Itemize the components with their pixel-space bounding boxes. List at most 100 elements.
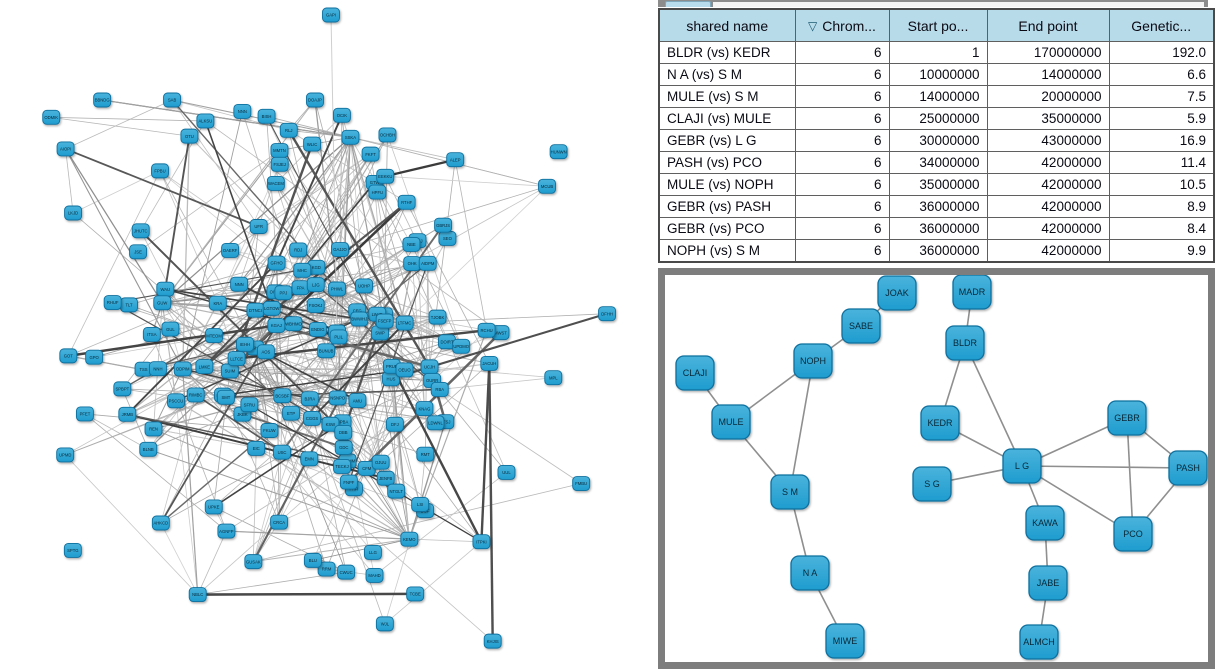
network-node[interactable]: AOS	[256, 344, 275, 360]
network-node[interactable]: JACUH	[480, 355, 499, 371]
table-cell[interactable]: 1	[888, 41, 988, 64]
table-cell[interactable]: 42000000	[986, 151, 1110, 174]
table-cell[interactable]: 14000000	[986, 63, 1110, 86]
table-cell[interactable]: 42000000	[986, 195, 1110, 218]
network-node[interactable]: DBB	[334, 424, 353, 440]
table-cell[interactable]: 8.4	[1108, 217, 1215, 240]
network-node[interactable]: GUW	[153, 295, 172, 311]
network-node[interactable]: BISH	[257, 108, 276, 124]
filter-funnel-icon[interactable]: ▽	[808, 18, 818, 33]
network-node[interactable]: KRA	[208, 295, 227, 311]
network-node[interactable]: RCHU	[477, 322, 496, 338]
table-cell[interactable]: 170000000	[986, 41, 1110, 64]
network-node[interactable]: REN	[144, 421, 163, 437]
network-node[interactable]: OCHBH	[378, 127, 397, 143]
table-cell[interactable]: 16.9	[1108, 129, 1215, 152]
network-node[interactable]: NOPH	[793, 343, 833, 379]
network-node[interactable]: BLNB	[139, 441, 158, 457]
table-cell[interactable]: 42000000	[986, 239, 1110, 263]
network-node[interactable]: SSKA	[341, 129, 360, 145]
network-node[interactable]: AMU	[348, 393, 367, 409]
network-node[interactable]: LKJD	[64, 205, 83, 221]
table-cell[interactable]: 5.9	[1108, 107, 1215, 130]
table-cell[interactable]: 6	[794, 195, 890, 218]
network-node[interactable]: JSE	[129, 244, 148, 260]
network-node[interactable]: SUIM	[220, 363, 239, 379]
network-node[interactable]: FSEFP	[375, 313, 394, 329]
network-node[interactable]: JHUTC	[131, 223, 150, 239]
network-node[interactable]: SAB	[163, 92, 182, 108]
table-row[interactable]: GEBR (vs) PCO 6 36000000 42000000 8.4	[658, 217, 1215, 240]
network-node[interactable]: OCIK	[332, 107, 351, 123]
network-node[interactable]: JRMB	[118, 406, 137, 422]
network-node[interactable]: S M	[770, 474, 810, 510]
network-node[interactable]: BCSBF	[273, 388, 292, 404]
network-node[interactable]: MTEOM	[205, 328, 223, 344]
table-cell[interactable]: 6	[794, 63, 890, 86]
network-node[interactable]: GDC	[334, 440, 353, 455]
network-node[interactable]: KEMO	[400, 531, 419, 547]
network-node[interactable]: FSJEJ	[270, 156, 289, 172]
network-node[interactable]: OAERF	[221, 242, 240, 258]
network-node[interactable]: NSNPO	[328, 390, 347, 406]
table-cell[interactable]: MULE (vs) NOPH	[658, 173, 796, 196]
network-node[interactable]: NNH	[148, 361, 167, 377]
network-node[interactable]: ENDIG	[308, 321, 327, 337]
network-node[interactable]: PLIL	[329, 329, 348, 345]
network-node[interactable]: NNN	[233, 103, 252, 119]
table-cell[interactable]: 6.6	[1108, 63, 1215, 86]
network-node[interactable]: UPMD	[56, 447, 75, 463]
table-cell[interactable]: CLAJI (vs) MULE	[658, 107, 796, 130]
network-node[interactable]: GPO	[85, 349, 104, 365]
network-node[interactable]: AIDPM	[418, 255, 437, 271]
network-node[interactable]: SPBPT	[113, 381, 132, 397]
network-node[interactable]: BLU	[303, 552, 322, 568]
table-cell[interactable]: 34000000	[888, 151, 988, 174]
network-node[interactable]: NBLC	[188, 587, 207, 602]
network-node[interactable]: RDJ	[289, 242, 308, 258]
network-node[interactable]: GFHO	[267, 255, 286, 271]
network-node[interactable]: BLDR	[945, 325, 985, 361]
column-header[interactable]: shared name	[658, 8, 796, 42]
table-cell[interactable]: 6	[794, 173, 890, 196]
network-node[interactable]: HPFU	[368, 184, 387, 200]
network-node[interactable]: MADR	[952, 275, 992, 310]
network-node[interactable]: CWUC	[337, 564, 356, 580]
network-node[interactable]: CGGS	[303, 411, 322, 426]
table-row[interactable]: NOPH (vs) S M 6 36000000 42000000 9.9	[658, 239, 1215, 263]
table-row[interactable]: N A (vs) S M 6 10000000 14000000 6.6	[658, 63, 1215, 86]
network-node[interactable]: UOHP	[355, 278, 373, 294]
table-cell[interactable]: 43000000	[986, 129, 1110, 152]
network-node[interactable]: SABE	[841, 308, 881, 344]
network-node[interactable]: SPTG	[63, 542, 82, 558]
network-node[interactable]: WJL	[375, 616, 394, 632]
network-node[interactable]: USC	[273, 444, 291, 460]
network-node[interactable]: FKUW	[260, 423, 279, 438]
network-node[interactable]: GBRJS	[434, 217, 453, 233]
table-row[interactable]: MULE (vs) S M 6 14000000 20000000 7.5	[658, 85, 1215, 108]
network-node[interactable]: RHUF	[103, 295, 122, 310]
network-node[interactable]: FSOKJ	[306, 298, 325, 313]
table-cell[interactable]: 11.4	[1108, 151, 1215, 174]
table-cell[interactable]: 35000000	[888, 173, 988, 196]
network-node[interactable]: RTHF	[397, 194, 416, 210]
table-cell[interactable]: 20000000	[986, 85, 1110, 108]
table-row[interactable]: MULE (vs) NOPH 6 35000000 42000000 10.5	[658, 173, 1215, 196]
network-node[interactable]: BUNUB	[317, 343, 336, 359]
network-node[interactable]: KNAG	[415, 401, 434, 417]
table-cell[interactable]: 6	[794, 129, 890, 152]
network-node[interactable]: OJUU	[371, 454, 390, 470]
network-node[interactable]: WLIC	[303, 136, 322, 152]
table-cell[interactable]: 35000000	[986, 107, 1110, 130]
network-node[interactable]: S G	[912, 466, 952, 502]
table-cell[interactable]: 42000000	[986, 173, 1110, 196]
network-node[interactable]: GOT	[59, 348, 78, 364]
network-node[interactable]: NBE	[402, 236, 421, 252]
network-node[interactable]: RMT	[416, 446, 435, 462]
network-node[interactable]: OHK	[403, 256, 422, 271]
network-node[interactable]: LLG	[363, 544, 382, 560]
table-cell[interactable]: 6	[794, 85, 890, 108]
network-node[interactable]: FKFT	[361, 146, 380, 162]
network-node[interactable]: MULE	[711, 404, 751, 440]
network-node[interactable]: FPA	[291, 280, 310, 296]
